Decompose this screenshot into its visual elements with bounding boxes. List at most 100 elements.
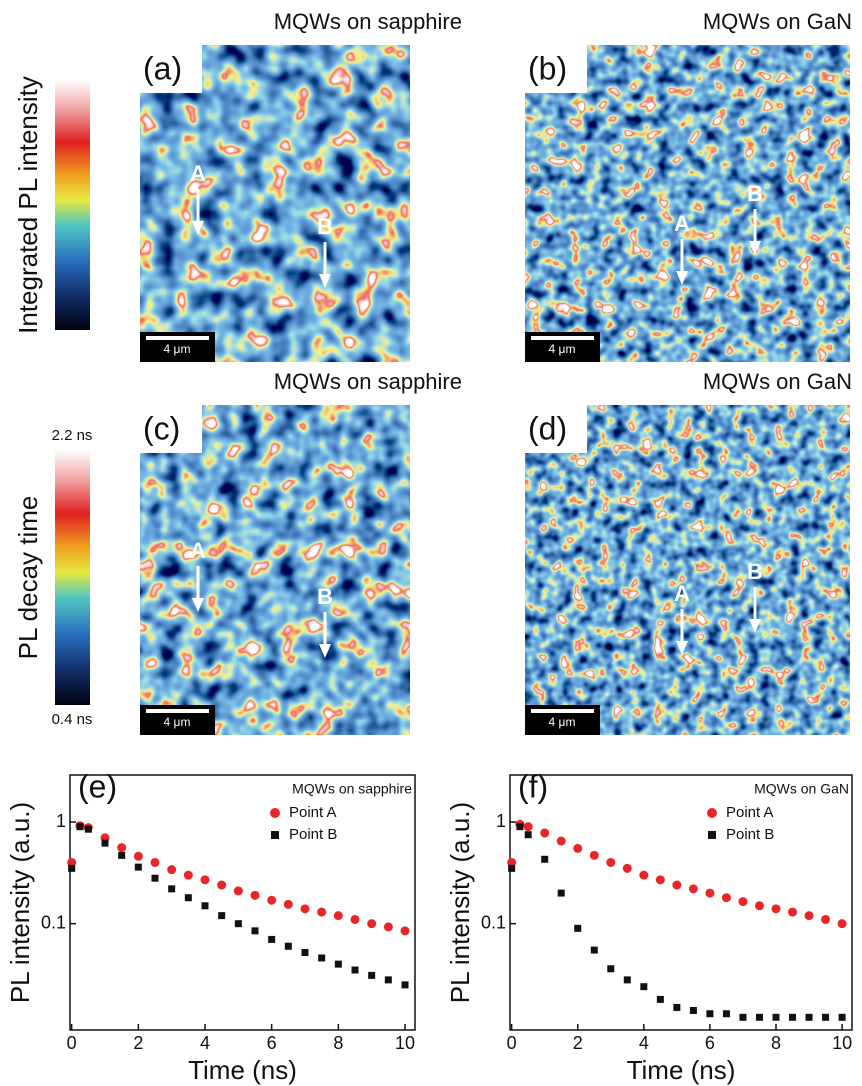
data-point [689,1006,697,1014]
data-point [268,935,276,943]
data-point [267,895,277,905]
map-title: MQWs on GaN [703,9,852,34]
data-point [822,1013,830,1021]
data-point [384,976,392,984]
data-point [400,926,410,936]
arrow-head [319,274,331,288]
data-point [201,902,209,910]
data-point [67,857,77,867]
colorbar-label: PL decay time [13,496,43,660]
y-tick-label: 0.1 [41,912,66,932]
data-point [655,875,665,885]
data-point [333,911,343,921]
x-tick-label: 8 [771,1033,781,1053]
data-point [133,851,143,861]
point-label: A [190,538,206,563]
colorbar-min: 0.4 ns [52,711,93,728]
plot-frame [69,774,416,1031]
legend-title: MQWs on GaN [754,781,849,797]
panel-label: (b) [528,50,567,86]
arrow-head [192,221,204,235]
x-tick-label: 2 [133,1033,143,1053]
arrow-head [749,619,761,633]
data-point [706,1010,714,1018]
panel-label: (f) [518,768,548,804]
x-tick-label: 4 [639,1033,649,1053]
data-point [623,976,631,984]
data-point [556,836,566,846]
scale-bar-label: 4 μm [164,342,191,356]
scale-bar [531,709,594,713]
data-point [351,966,359,974]
x-tick-label: 0 [507,1033,517,1053]
colorbar-label: Integrated PL intensity [13,76,43,334]
pl-map [525,405,850,735]
x-tick-label: 6 [267,1033,277,1053]
panel-label: (a) [143,50,182,86]
data-point [606,857,616,867]
x-tick-label: 0 [67,1033,77,1053]
data-point [383,922,393,932]
data-point [789,1013,797,1021]
data-point [284,942,292,950]
data-point [250,890,260,900]
data-point [755,1013,763,1021]
map-title: MQWs on sapphire [274,369,462,394]
pl-map [140,405,410,735]
scale-bar-label: 4 μm [164,715,191,729]
point-label: B [747,181,763,206]
data-point [772,1013,780,1021]
scale-bar [531,336,594,340]
data-point [350,914,360,924]
legend-label: Point A [726,804,774,821]
point-label: B [317,584,333,609]
data-point [217,880,227,890]
data-point [234,920,242,928]
point-label: A [674,581,690,606]
data-point [557,889,565,897]
data-point [573,843,583,853]
legend-label: Point B [726,826,774,843]
y-tick-label: 1 [56,811,66,831]
data-point [721,893,731,903]
panel-label: (d) [528,410,567,446]
data-point [838,1013,846,1021]
data-point [134,863,142,871]
data-point [101,839,109,847]
data-point [401,981,409,989]
scale-bar-label: 4 μm [549,342,576,356]
legend-marker [707,808,717,818]
data-point [368,971,376,979]
panel-label: (e) [78,768,117,804]
pl-map [525,45,850,362]
data-point [640,983,648,991]
data-point [168,885,176,893]
legend-marker [270,808,280,818]
x-tick-label: 8 [333,1033,343,1053]
data-point [167,865,177,875]
data-point [590,946,598,954]
data-point [334,960,342,968]
data-point [301,949,309,957]
data-point [233,886,243,896]
data-point [300,904,310,914]
data-point [317,907,327,917]
data-point [84,825,92,833]
data-point [524,831,532,839]
data-point [508,864,516,872]
data-point [541,855,549,863]
map-title: MQWs on sapphire [274,9,462,34]
data-point [754,901,764,911]
data-point [76,823,84,831]
data-point [68,864,76,872]
legend-label: Point A [289,804,337,821]
panel-label: (c) [143,410,180,446]
pl-map [140,45,410,362]
data-point [607,965,615,973]
scale-bar [146,709,209,713]
point-label: B [747,559,763,584]
data-point [150,857,160,867]
x-axis-label: Time (ns) [627,1055,736,1085]
x-axis-label: Time (ns) [188,1055,297,1085]
